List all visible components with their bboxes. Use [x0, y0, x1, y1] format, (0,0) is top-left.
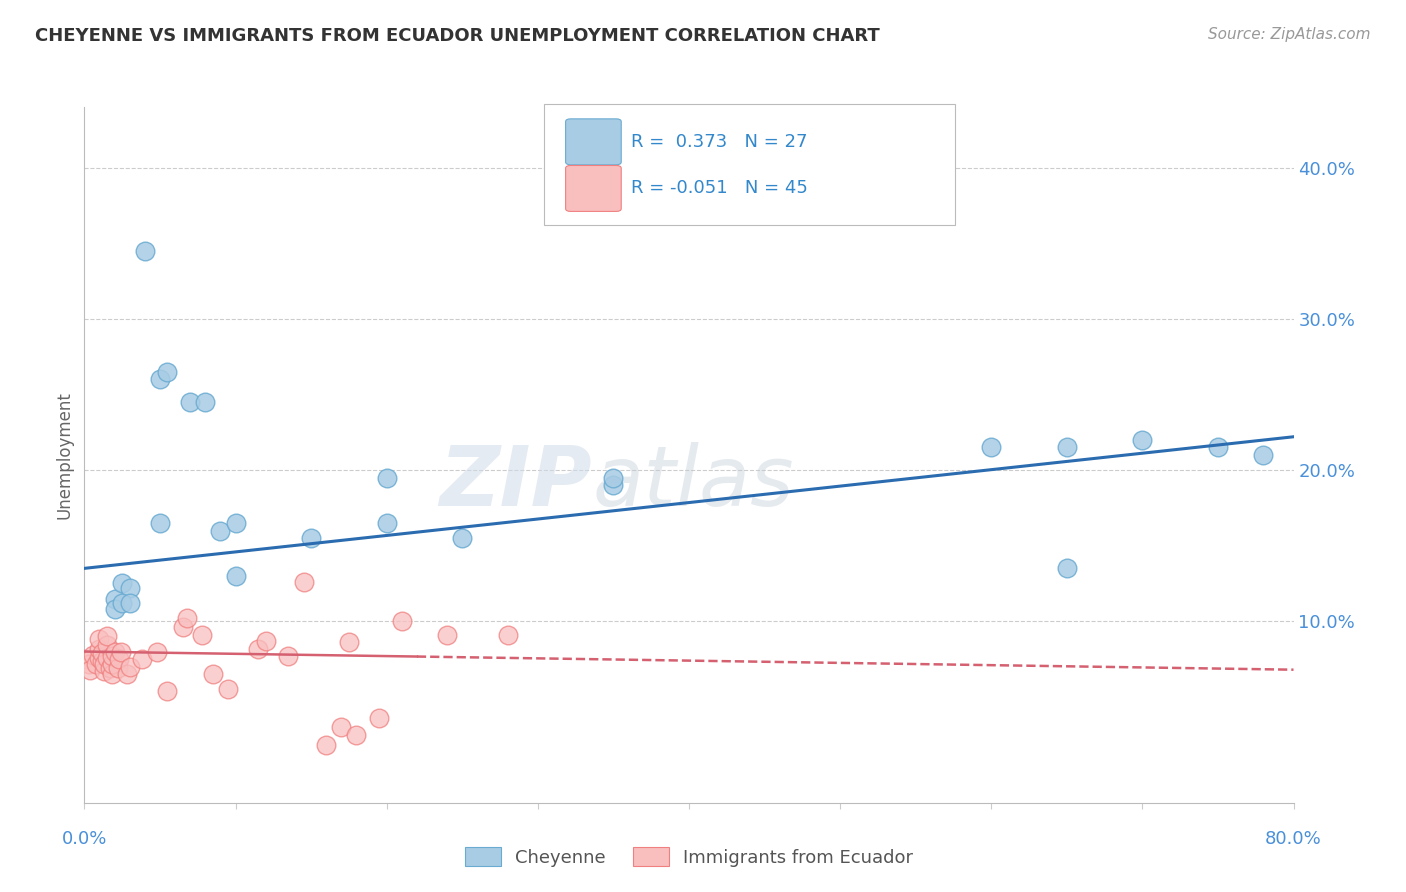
Text: R =  0.373   N = 27: R = 0.373 N = 27 [631, 133, 807, 151]
Point [299, 531, 322, 545]
Point [292, 574, 315, 589]
Point [209, 524, 232, 538]
Point [131, 652, 153, 666]
Point [375, 470, 398, 484]
Point [111, 576, 134, 591]
Point [156, 365, 179, 379]
Point [217, 682, 239, 697]
FancyBboxPatch shape [565, 119, 621, 165]
FancyBboxPatch shape [565, 166, 621, 211]
Point [149, 372, 172, 386]
Point [451, 531, 474, 545]
Point [277, 649, 299, 664]
Point [104, 591, 127, 606]
Point [315, 739, 337, 753]
Point [118, 596, 141, 610]
Point [107, 661, 129, 675]
Text: atlas: atlas [592, 442, 794, 524]
Point [602, 470, 624, 484]
Point [96, 629, 118, 643]
Point [89, 632, 111, 647]
Point [225, 569, 247, 583]
Point [111, 596, 134, 610]
Point [191, 628, 214, 642]
Point [375, 516, 398, 530]
Point [104, 644, 127, 658]
Point [108, 652, 131, 666]
Point [156, 684, 179, 698]
Point [368, 711, 391, 725]
Point [1206, 441, 1229, 455]
Point [201, 667, 224, 681]
Point [98, 661, 121, 675]
Text: Source: ZipAtlas.com: Source: ZipAtlas.com [1208, 27, 1371, 42]
Point [172, 620, 194, 634]
Point [100, 657, 122, 671]
Point [89, 641, 111, 656]
Text: 80.0%: 80.0% [1265, 830, 1322, 848]
Point [346, 728, 368, 742]
Point [194, 395, 217, 409]
Point [104, 602, 127, 616]
Point [93, 664, 115, 678]
Point [96, 639, 118, 653]
Point [86, 657, 108, 671]
Point [1130, 433, 1153, 447]
Point [115, 667, 138, 681]
Point [146, 644, 169, 658]
FancyBboxPatch shape [544, 103, 955, 226]
Point [96, 650, 118, 665]
Point [330, 720, 353, 734]
Text: R = -0.051   N = 45: R = -0.051 N = 45 [631, 179, 808, 197]
Point [77, 657, 100, 671]
Point [179, 395, 201, 409]
Point [436, 628, 458, 642]
Point [110, 644, 132, 658]
Point [1251, 448, 1274, 462]
Point [79, 663, 101, 677]
Point [337, 635, 360, 649]
Point [149, 516, 172, 530]
Point [73, 652, 96, 666]
Point [93, 657, 115, 671]
Point [82, 648, 104, 662]
Point [254, 634, 277, 648]
Point [602, 478, 624, 492]
Point [100, 649, 122, 664]
Point [225, 516, 247, 530]
Point [91, 654, 114, 668]
Point [118, 581, 141, 595]
Text: CHEYENNE VS IMMIGRANTS FROM ECUADOR UNEMPLOYMENT CORRELATION CHART: CHEYENNE VS IMMIGRANTS FROM ECUADOR UNEM… [35, 27, 880, 45]
Point [1056, 561, 1078, 575]
Point [247, 641, 270, 656]
Point [100, 667, 122, 681]
Point [1056, 441, 1078, 455]
Text: 0.0%: 0.0% [62, 830, 107, 848]
Point [118, 659, 141, 673]
Legend: Cheyenne, Immigrants from Ecuador: Cheyenne, Immigrants from Ecuador [457, 840, 921, 874]
Point [89, 650, 111, 665]
Point [134, 244, 156, 258]
Point [980, 441, 1002, 455]
Point [391, 615, 413, 629]
Point [91, 646, 114, 660]
Y-axis label: Unemployment: Unemployment [55, 391, 73, 519]
Point [176, 611, 198, 625]
Point [496, 628, 519, 642]
Text: ZIP: ZIP [440, 442, 592, 524]
